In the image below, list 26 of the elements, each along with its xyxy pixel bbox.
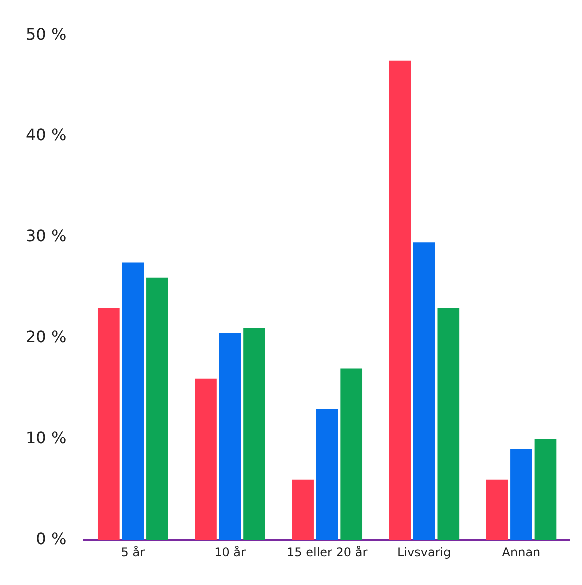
y-tick-label: 20 % [26,328,67,347]
x-tick-label: Livsvarig [398,546,452,560]
bar [389,60,412,540]
y-tick-label: 50 % [26,24,67,44]
y-tick-label: 0 % [36,530,67,549]
bar [340,368,363,540]
bar [195,378,217,540]
y-tick-label: 10 % [26,428,67,448]
bar [486,480,508,540]
x-tick-label: Annan [502,546,541,560]
bar [219,333,242,540]
y-tick-label: 30 % [26,226,67,246]
bar [534,439,557,540]
bar [316,409,338,540]
bar [413,242,436,540]
x-tick-label: 15 eller 20 år [287,546,368,560]
x-tick-label: 10 år [214,546,246,560]
bar [146,278,168,540]
bar [122,262,144,540]
bar [98,308,120,540]
bar [244,328,266,540]
bar [292,480,314,540]
x-tick-label: 5 år [121,546,146,560]
bar [510,450,532,540]
y-tick-label: 40 % [26,126,67,145]
bar [438,308,460,540]
